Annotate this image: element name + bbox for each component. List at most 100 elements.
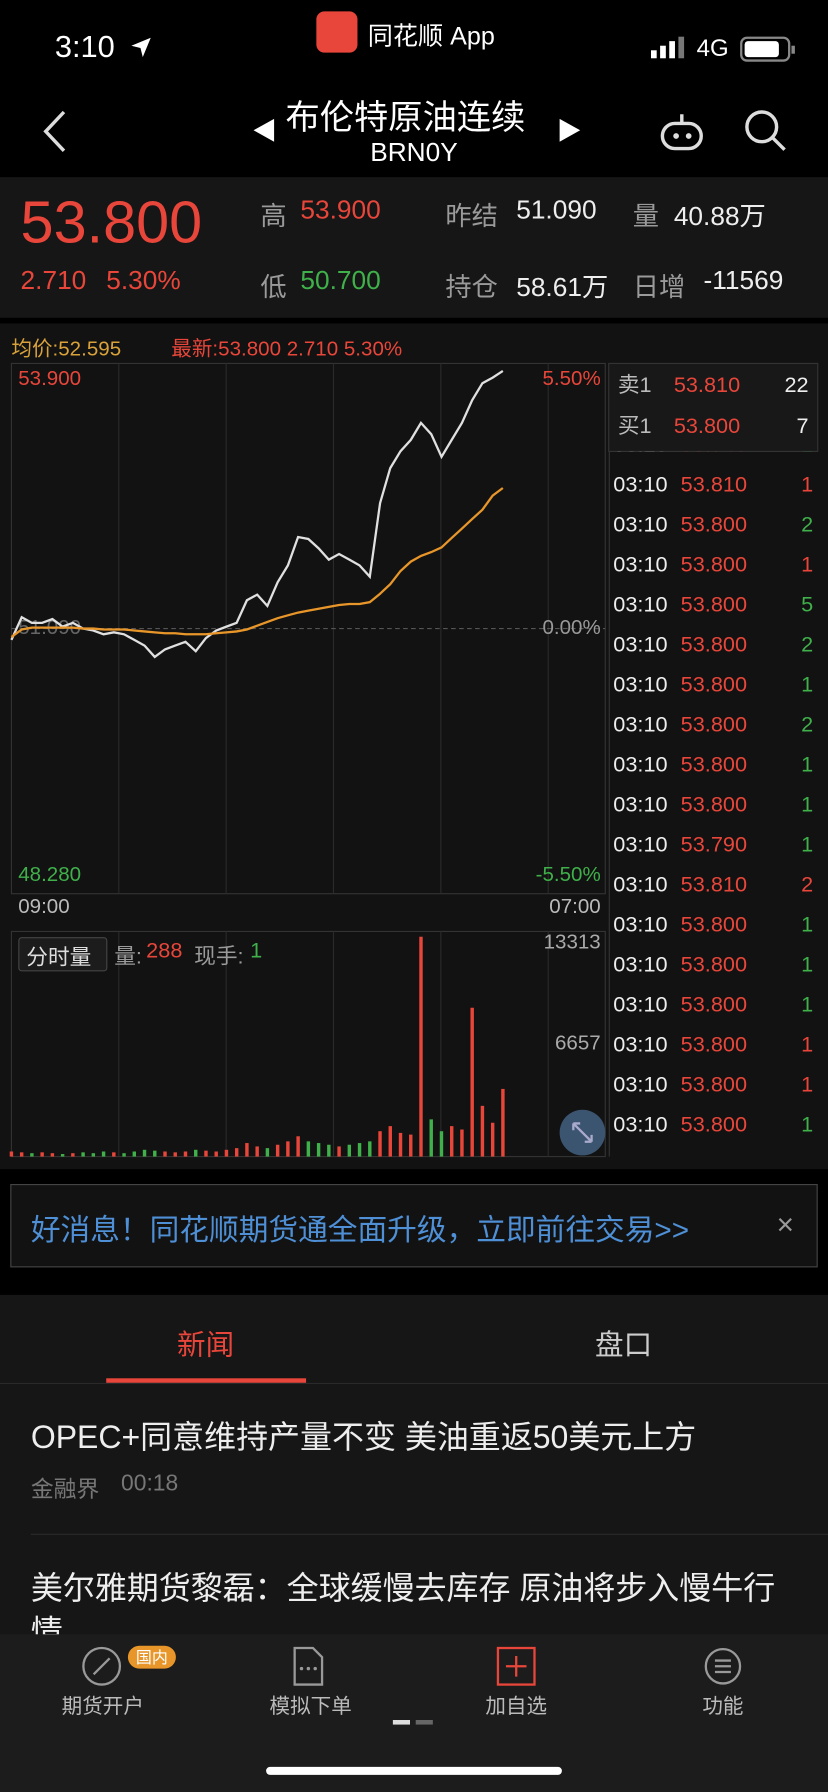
volume-bar <box>296 1136 300 1157</box>
search-button[interactable] <box>742 107 788 153</box>
hand-value: 1 <box>250 939 263 964</box>
banner-text[interactable]: 好消息！同花顺期货通全面升级，立即前往交易>> <box>30 1212 690 1247</box>
app-icon <box>316 11 358 53</box>
next-contract[interactable] <box>555 117 582 144</box>
divider <box>0 1382 828 1385</box>
book-qty: 7 <box>797 413 809 438</box>
volume-title-box <box>18 937 108 972</box>
book-side: 卖1 <box>618 372 652 397</box>
volume-bar <box>122 1153 126 1157</box>
robot-button[interactable] <box>658 110 708 156</box>
volume-bar <box>183 1151 188 1157</box>
expand-icon <box>572 1122 593 1143</box>
trade-price: 53.800 <box>680 1073 748 1098</box>
y2-tick-label: 0.00% <box>542 616 600 639</box>
trade-qty: 1 <box>801 953 814 978</box>
low-label: 低 <box>260 272 287 302</box>
banner[interactable] <box>10 1184 818 1268</box>
volume-bar <box>306 1141 311 1157</box>
prev-contract[interactable] <box>251 117 278 144</box>
volume-bar <box>173 1152 177 1157</box>
book-side: 买1 <box>618 413 652 438</box>
volume-bar <box>316 1143 321 1157</box>
trade-price: 53.800 <box>680 953 748 978</box>
trade-price: 53.810 <box>680 873 748 898</box>
volume-bar <box>327 1144 331 1157</box>
trade-price: 53.810 <box>680 473 748 498</box>
trade-time: 03:10 <box>613 993 668 1018</box>
high-label: 高 <box>260 201 287 231</box>
volume-label: 量 <box>632 201 659 231</box>
volume-bar <box>388 1126 392 1157</box>
trade-price: 53.800 <box>680 753 748 778</box>
nav-icons <box>82 1646 742 1775</box>
trade-qty: 1 <box>801 451 813 458</box>
volume-bar <box>378 1131 382 1157</box>
trade-qty: 1 <box>801 913 814 938</box>
news-source: 金融界 <box>30 1477 100 1503</box>
trade-qty: 2 <box>801 513 814 538</box>
latest-info: 最新:53.800 2.710 5.30% <box>171 337 403 361</box>
volume-bar <box>398 1132 403 1157</box>
trade-price: 53.800 <box>680 633 748 658</box>
trade-time: 03:10 <box>613 451 667 458</box>
y-tick-label: 48.280 <box>18 863 81 886</box>
volume-bar <box>265 1148 270 1157</box>
news-title[interactable]: 美尔雅期货黎磊：全球缓慢去库存 原油将步入慢牛行情 <box>30 1570 776 1650</box>
trade-price: 53.740 <box>681 451 747 458</box>
trade-qty: 1 <box>801 1033 814 1058</box>
volume-bar <box>409 1134 413 1157</box>
divider <box>30 1533 828 1535</box>
volume-bar <box>357 1143 362 1157</box>
trade-price: 53.800 <box>680 713 748 738</box>
back-button[interactable] <box>39 109 73 155</box>
open-interest-label: 持仓 <box>445 272 498 302</box>
trade-time: 03:10 <box>613 1113 668 1138</box>
trade-time: 03:10 <box>613 793 668 818</box>
trade-time: 03:10 <box>613 913 668 938</box>
volume-bar <box>449 1126 454 1157</box>
volume-bar <box>153 1150 157 1157</box>
book-price: 53.800 <box>674 413 740 438</box>
volume-bar <box>40 1152 44 1157</box>
volume-title: 分时量 <box>26 946 92 971</box>
price-change: 2.710 <box>20 265 87 295</box>
trade-list: 03:10 53.740 1 03:10 53.810 1 03:10 53.800 2 03:1… <box>608 451 819 1157</box>
trade-qty: 1 <box>801 753 814 778</box>
volume-bar <box>71 1153 75 1157</box>
news-title[interactable]: OPEC+同意维持产量不变 美油重返50美元上方 <box>30 1419 697 1455</box>
vol-value: 288 <box>146 939 183 964</box>
volume-bar <box>368 1141 372 1157</box>
nav-label[interactable]: 模拟下单 <box>269 1694 352 1718</box>
trade-qty: 1 <box>801 553 814 578</box>
trade-price: 53.800 <box>680 513 748 538</box>
volume-value: 40.88万 <box>673 201 766 231</box>
banner-close[interactable]: × <box>776 1206 794 1242</box>
nav-label[interactable]: 功能 <box>702 1694 744 1718</box>
trade-price: 53.800 <box>680 553 748 578</box>
tab-orderbook[interactable]: 盘口 <box>595 1329 653 1362</box>
y-tick-label: 6657 <box>555 1031 601 1054</box>
volume-bar <box>30 1153 34 1157</box>
daily-change-label: 日增 <box>632 272 686 302</box>
volume-bar <box>224 1149 229 1157</box>
y2-tick-label: 5.50% <box>542 367 600 390</box>
volume-bar <box>286 1141 290 1157</box>
trade-qty: 1 <box>801 1113 814 1138</box>
volume-bar <box>480 1105 485 1157</box>
status-app: 同花顺 App <box>367 21 495 51</box>
volume-bar <box>439 1131 444 1157</box>
trade-price: 53.800 <box>680 793 748 818</box>
nav-label[interactable]: 加自选 <box>485 1694 548 1718</box>
header-title: 布伦特原油连续 <box>285 99 526 138</box>
hand-label: 现手: <box>194 945 244 970</box>
tab-news[interactable]: 新闻 <box>177 1329 235 1362</box>
trade-time: 03:10 <box>613 833 668 858</box>
battery-icon <box>740 36 795 62</box>
nav-label[interactable]: 期货开户 <box>61 1694 144 1718</box>
daily-change-value: -11569 <box>703 265 784 295</box>
volume-bar <box>19 1152 24 1157</box>
volume-bar <box>101 1151 106 1157</box>
trade-time: 03:10 <box>613 473 668 498</box>
avg-price: 均价:52.595 <box>11 337 122 361</box>
